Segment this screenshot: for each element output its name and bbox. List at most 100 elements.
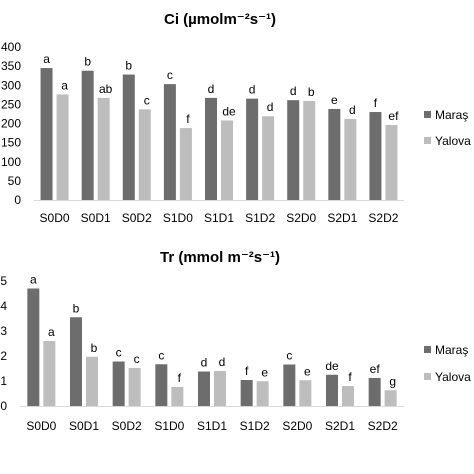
- ci-bar-letter-label: d: [249, 83, 256, 97]
- tr-chart-title: Tr (mmol m⁻²s⁻¹): [160, 249, 280, 266]
- tr-bar-letter-label: f: [178, 371, 182, 385]
- ci-category-label: S2D0: [286, 211, 316, 225]
- ci-legend-label: Yalova: [435, 134, 471, 148]
- tr-bar-yalova: [342, 386, 354, 406]
- tr-bar-letter-label: g: [389, 374, 396, 388]
- tr-bar-letter-label: f: [348, 370, 352, 384]
- tr-bar-yalova: [43, 341, 56, 406]
- tr-category-label: S1D0: [154, 419, 184, 433]
- tr-category-label: S0D0: [26, 419, 56, 433]
- tr-bar-maras: [112, 361, 125, 406]
- ci-bar-yalova: [138, 109, 151, 200]
- ci-bar-yalova: [262, 116, 275, 200]
- ci-bar-yalova: [97, 97, 110, 200]
- tr-bar-maras: [70, 317, 82, 406]
- tr-bar-maras: [283, 364, 296, 406]
- ci-bar-maras: [81, 70, 94, 200]
- ci-y-tick-label: 400: [1, 40, 21, 54]
- tr-bar-yalova: [256, 381, 269, 406]
- tr-bar-yalova: [299, 380, 312, 406]
- ci-bar-maras: [40, 68, 53, 200]
- tr-category-label: S2D2: [368, 419, 398, 433]
- tr-bar-maras: [326, 374, 338, 406]
- tr-bar-letter-label: b: [91, 341, 98, 355]
- tr-legend-swatch: [424, 346, 431, 353]
- ci-bar-yalova: [303, 100, 316, 200]
- tr-bar-yalova: [171, 387, 184, 406]
- ci-bar-letter-label: de: [222, 104, 236, 118]
- tr-category-label: S0D2: [112, 419, 142, 433]
- ci-bar-letter-label: ef: [388, 109, 399, 123]
- tr-legend-label: Yalova: [435, 370, 471, 384]
- ci-legend-label: Maraş: [435, 108, 468, 122]
- ci-bar-letter-label: f: [374, 96, 378, 110]
- ci-bar-letter-label: f: [186, 112, 190, 126]
- ci-bar-yalova: [385, 125, 398, 200]
- ci-chart-title: Ci (µmolm⁻²s⁻¹): [164, 11, 276, 28]
- ci-bar-letter-label: d: [267, 100, 274, 114]
- ci-bar-letter-label: e: [331, 93, 338, 107]
- ci-category-label: S0D0: [40, 211, 70, 225]
- tr-category-label: S2D0: [282, 419, 312, 433]
- ci-bar-maras: [205, 97, 217, 200]
- tr-bar-letter-label: a: [30, 273, 37, 287]
- ci-chart: Ci (µmolm⁻²s⁻¹) 0 50 100 150 200 250 300 350 400 S…: [1, 11, 471, 225]
- tr-bar-yalova: [384, 390, 397, 406]
- ci-y-tick-label: 200: [1, 117, 21, 131]
- tr-y-tick-label: 4: [0, 299, 7, 313]
- ci-category-label: S2D2: [368, 211, 398, 225]
- ci-bar-letter-label: b: [125, 59, 132, 73]
- tr-bar-maras: [198, 371, 210, 406]
- ci-bar-letter-label: d: [349, 103, 356, 117]
- ci-y-tick-label: 300: [1, 78, 21, 92]
- tr-y-tick-label: 3: [0, 324, 7, 338]
- tr-legend-label: Maraş: [435, 343, 468, 357]
- ci-category-label: S1D2: [245, 211, 275, 225]
- ci-bar-letter-label: a: [43, 52, 50, 66]
- tr-bar-maras: [240, 380, 253, 406]
- ci-category-label: S1D0: [163, 211, 193, 225]
- ci-bar-letter-label: d: [208, 82, 215, 96]
- ci-legend-swatch: [424, 111, 431, 118]
- tr-bar-yalova: [86, 356, 98, 406]
- ci-bar-maras: [163, 84, 176, 200]
- ci-bar-letter-label: a: [61, 78, 68, 92]
- ci-bar-letter-label: ab: [99, 82, 113, 96]
- ci-bar-yalova: [221, 120, 233, 200]
- ci-bar-maras: [287, 100, 300, 200]
- tr-bar-letter-label: b: [73, 301, 80, 315]
- tr-bar-yalova: [214, 371, 226, 406]
- tr-bar-letter-label: de: [325, 359, 339, 373]
- ci-bar-letter-label: c: [167, 68, 173, 82]
- ci-bar-maras: [122, 74, 135, 200]
- ci-category-label: S2D1: [327, 211, 357, 225]
- ci-y-tick-label: 50: [8, 174, 22, 188]
- tr-category-label: S1D1: [197, 419, 227, 433]
- ci-bar-maras: [369, 112, 382, 200]
- ci-bar-letter-label: b: [84, 55, 91, 69]
- tr-bar-letter-label: d: [219, 355, 226, 369]
- ci-y-tick-label: 0: [14, 193, 21, 207]
- ci-y-tick-label: 100: [1, 155, 21, 169]
- tr-y-tick-label: 5: [0, 274, 7, 288]
- tr-legend-swatch: [424, 373, 431, 380]
- ci-y-tick-label: 350: [1, 59, 21, 73]
- tr-y-tick-label: 1: [0, 374, 7, 388]
- ci-bar-yalova: [344, 118, 357, 200]
- tr-bar-letter-label: d: [201, 356, 208, 370]
- tr-y-tick-label: 2: [0, 349, 7, 363]
- ci-bar-maras: [328, 108, 341, 200]
- ci-y-tick-label: 250: [1, 97, 21, 111]
- tr-bar-maras: [155, 364, 168, 406]
- ci-y-tick-label: 150: [1, 136, 21, 150]
- tr-category-label: S0D1: [69, 419, 99, 433]
- tr-bar-maras: [27, 288, 40, 406]
- tr-bar-maras: [368, 378, 381, 406]
- tr-bar-letter-label: c: [158, 348, 164, 362]
- tr-bar-letter-label: e: [304, 364, 311, 378]
- ci-bar-letter-label: d: [290, 84, 297, 98]
- tr-y-tick-label: 0: [0, 399, 7, 413]
- tr-bar-letter-label: f: [245, 364, 249, 378]
- ci-bar-yalova: [56, 94, 69, 200]
